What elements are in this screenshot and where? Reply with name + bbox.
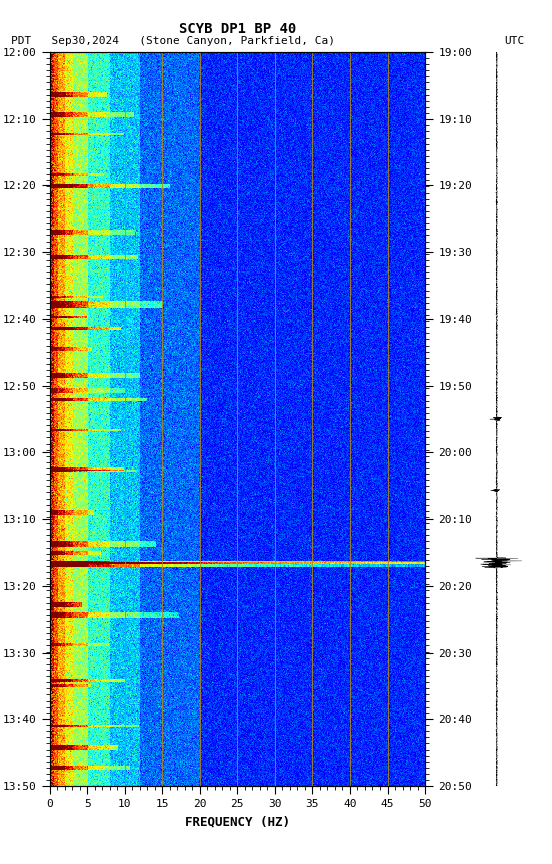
X-axis label: FREQUENCY (HZ): FREQUENCY (HZ): [185, 815, 290, 828]
Text: SCYB DP1 BP 40: SCYB DP1 BP 40: [179, 22, 296, 35]
Text: PDT   Sep30,2024   (Stone Canyon, Parkfield, Ca): PDT Sep30,2024 (Stone Canyon, Parkfield,…: [11, 36, 335, 47]
Text: UTC: UTC: [504, 36, 524, 47]
